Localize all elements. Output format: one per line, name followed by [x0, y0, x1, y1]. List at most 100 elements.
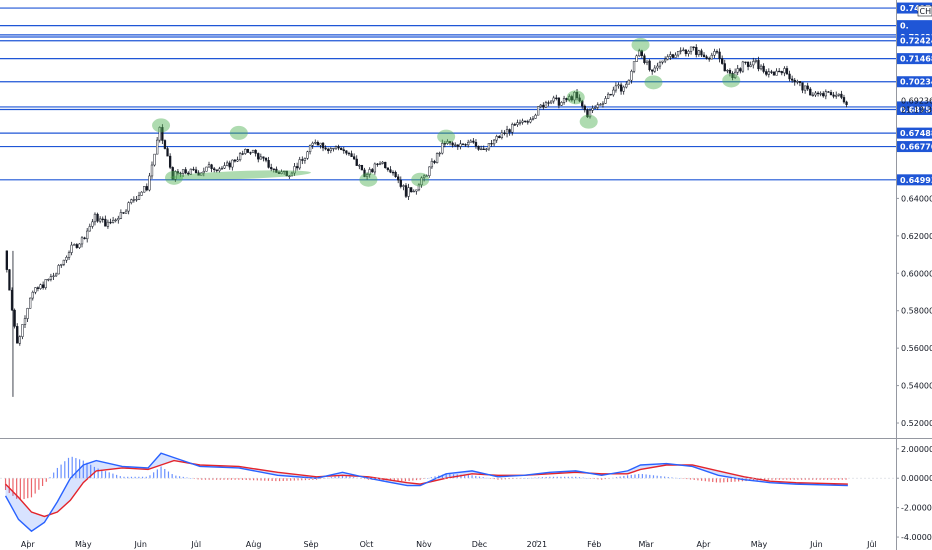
currency-badge[interactable] [917, 5, 932, 17]
macd-histogram-bar [160, 466, 162, 479]
candle-body [526, 121, 529, 123]
macd-histogram-bar [819, 478, 821, 480]
macd-histogram-bar [38, 478, 40, 490]
candle-body [503, 132, 506, 134]
candle-body [259, 156, 262, 160]
candle-body [692, 46, 695, 48]
candle-body [702, 54, 706, 57]
candle-body [752, 61, 755, 66]
candle-body [91, 221, 94, 227]
macd-histogram-bar [460, 474, 462, 479]
macd-histogram-bar [256, 478, 258, 481]
candle-body [640, 50, 643, 56]
candle-body [329, 148, 332, 152]
time-tick-label: Aug [246, 540, 262, 549]
candle-body [192, 168, 195, 171]
macd-histogram-bar [301, 478, 303, 481]
candle-body [705, 56, 708, 59]
candle-body [428, 166, 431, 176]
macd-histogram-bar [434, 476, 436, 479]
macd-histogram-bar [56, 467, 58, 479]
macd-histogram-bar [556, 476, 558, 479]
candle-body [218, 168, 221, 172]
candle-body [837, 93, 840, 96]
candle-body [739, 68, 742, 72]
candle-body [156, 139, 159, 155]
candle-body [754, 60, 758, 62]
candle-body [492, 139, 496, 145]
candle-body [651, 69, 654, 72]
macd-histogram-bar [267, 478, 270, 481]
candle-body [52, 275, 55, 277]
macd-histogram-bar [815, 478, 817, 480]
candle-body [321, 142, 325, 149]
macd-histogram-bar [778, 478, 780, 480]
macd-histogram-bar [234, 478, 236, 480]
candle-body [337, 146, 340, 149]
time-tick-label: Apr [697, 540, 712, 549]
macd-histogram-bar [712, 478, 714, 483]
macd-histogram-bar [619, 476, 621, 479]
candle-body [676, 50, 680, 56]
candle-body [171, 167, 174, 180]
candle-body [49, 276, 53, 280]
candle-body [18, 336, 21, 344]
candle-body [459, 143, 462, 147]
horizontal-levels[interactable]: 0.74170.0.727370.726220.724240.714680.70… [0, 2, 932, 186]
macd-histogram-bar [338, 475, 340, 479]
candle-body [319, 142, 322, 146]
candle-body [490, 143, 493, 145]
macd-histogram-bar [427, 478, 429, 479]
candle-body [726, 69, 729, 72]
macd-histogram-bar [775, 478, 777, 480]
macd-histogram-bar [223, 478, 225, 480]
macd-histogram-bar [241, 478, 244, 480]
candle-body [145, 186, 148, 191]
candle-body [505, 129, 509, 134]
macd-histogram-bar [471, 475, 473, 479]
candle-body [687, 50, 690, 54]
candle-body [5, 250, 8, 270]
candle-body [606, 93, 610, 99]
macd-histogram-bar [278, 478, 281, 482]
candle-body [759, 65, 763, 70]
macd-histogram-bar [671, 477, 673, 479]
candle-body [555, 97, 558, 99]
candle-body [62, 259, 66, 265]
candle-body [835, 94, 838, 97]
candle-body [700, 50, 703, 56]
macd-histogram-bar [286, 478, 288, 481]
macd-histogram-bar [663, 476, 666, 479]
macd-histogram-bar [708, 478, 710, 482]
macd-histogram-bar [197, 478, 199, 480]
candle-body [796, 81, 799, 83]
candle-body [389, 169, 392, 173]
macd-histogram-bar [334, 476, 336, 479]
candle-body [350, 153, 353, 157]
macd-histogram-bar [204, 478, 207, 480]
candle-body [99, 218, 102, 222]
last-price-label: 0.69236 [901, 96, 932, 105]
candle-body [200, 172, 203, 176]
macd-axis[interactable]: 2.00000 0.00000 -2.00000 -4.00000 [896, 445, 932, 542]
candle-body [275, 168, 278, 173]
candle-body [272, 168, 275, 170]
macd-histogram-bar [30, 478, 33, 498]
candle-body [583, 105, 586, 111]
macd-histogram-bar [497, 478, 499, 480]
candle-body [790, 78, 794, 81]
macd-histogram-bar [8, 478, 10, 493]
candle-body [674, 54, 677, 58]
level-price-tag [897, 127, 932, 139]
macd-histogram-bar [75, 458, 77, 479]
macd-histogram-bar [253, 478, 255, 481]
candle-body [435, 153, 439, 163]
time-axis[interactable]: Apr May Jun Jul Aug Sep Oct Nov Dec 2021 Feb Mar Apr… [21, 540, 877, 549]
candle-body [575, 91, 579, 99]
time-tick-label: May [75, 540, 92, 549]
candle-body [402, 185, 405, 187]
candle-body [684, 49, 688, 54]
candle-body [816, 92, 820, 95]
price-axis[interactable]: 0.52000 0.54000 0.56000 0.58000 0.60000 0.620… [896, 5, 932, 428]
candle-body [827, 91, 830, 93]
